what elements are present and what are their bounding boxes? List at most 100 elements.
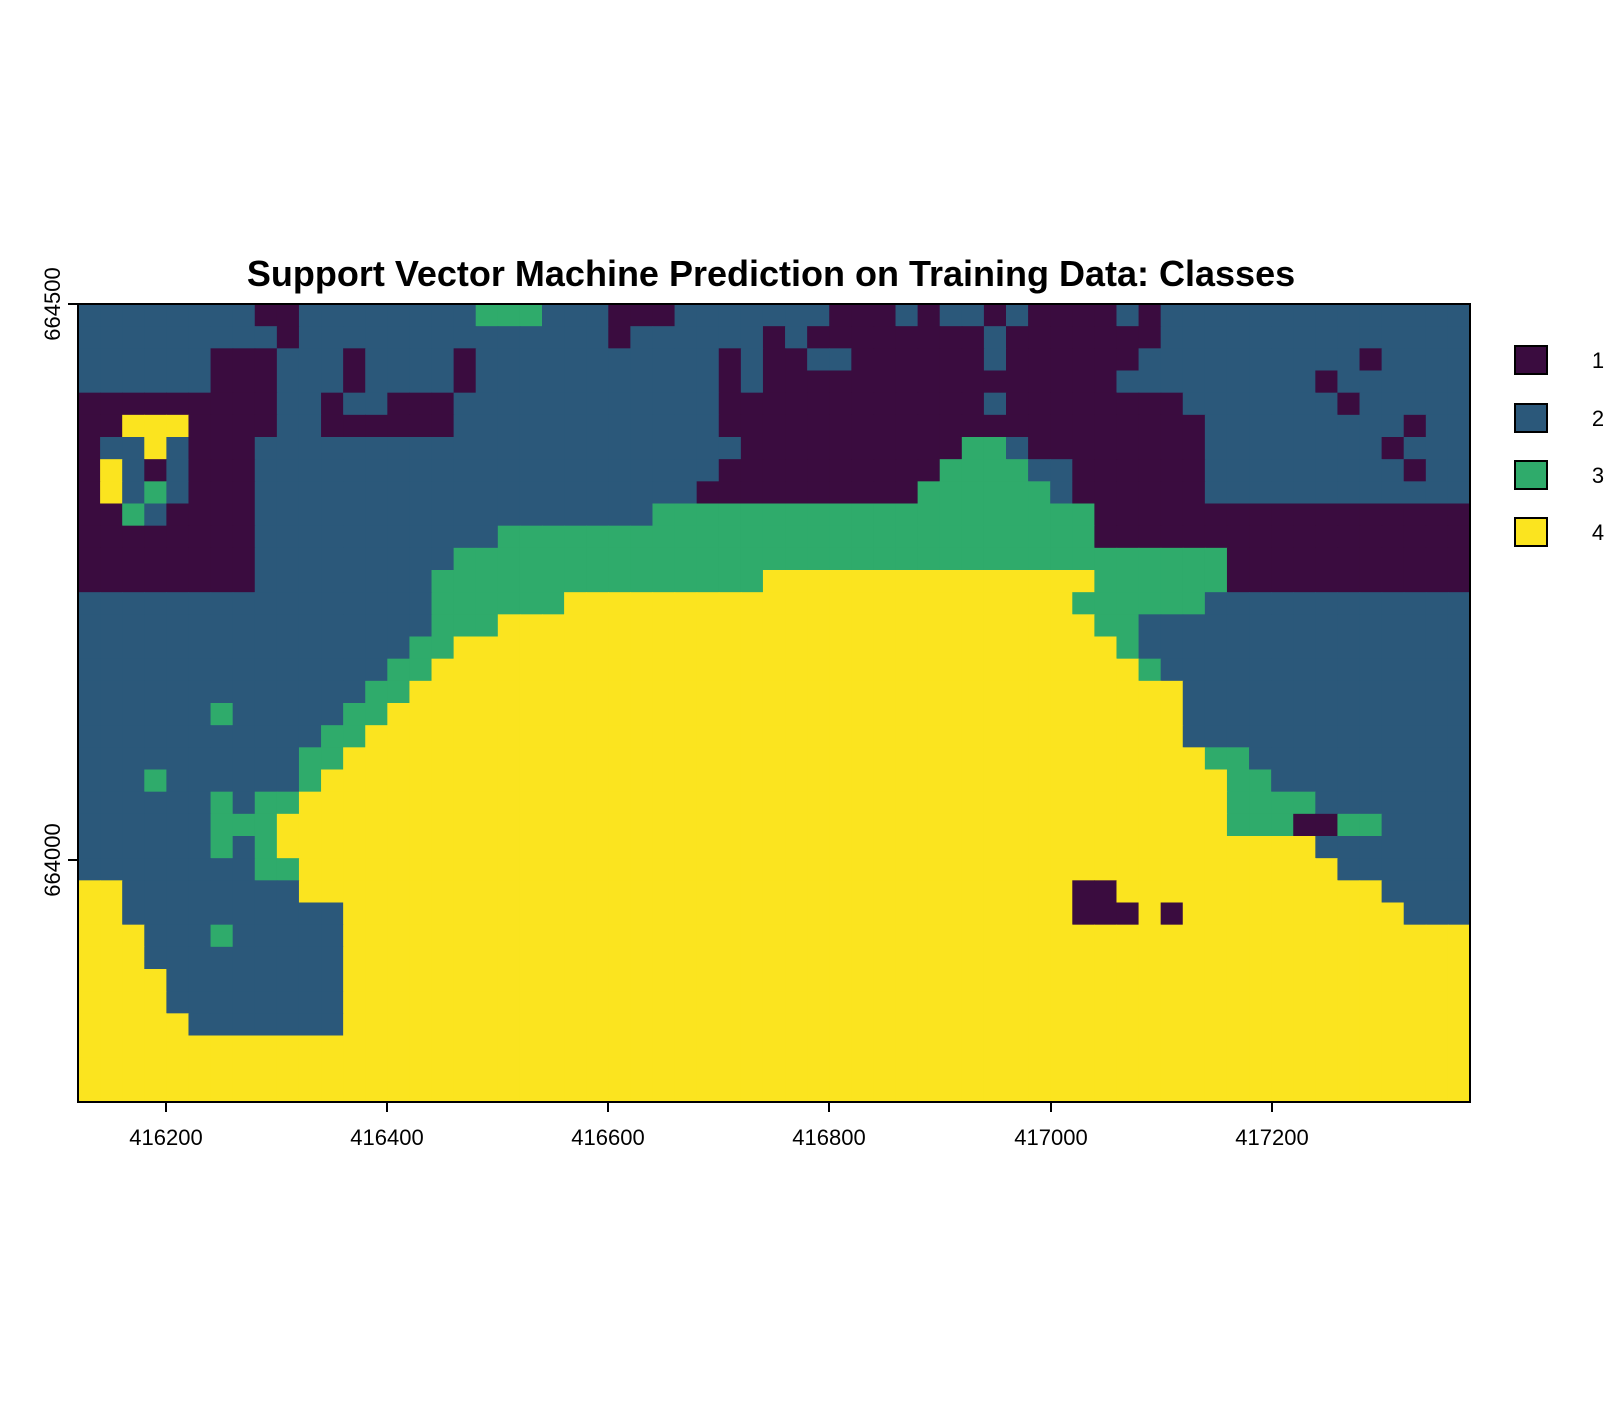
raster-cell-class-2 [1315, 326, 1339, 349]
raster-cell-class-3 [475, 304, 499, 327]
raster-cell-class-2 [144, 326, 167, 349]
raster-cell-class-4 [939, 902, 963, 926]
raster-cell-class-2 [1249, 459, 1272, 482]
raster-cell-class-1 [1116, 392, 1140, 416]
raster-cell-class-4 [321, 880, 344, 904]
raster-cell-class-1 [122, 570, 145, 593]
raster-cell-class-1 [1182, 503, 1206, 527]
raster-cell-class-4 [608, 703, 631, 726]
raster-cell-class-2 [298, 614, 322, 638]
raster-cell-class-1 [807, 437, 830, 460]
raster-cell-class-4 [851, 836, 875, 859]
raster-cell-class-4 [939, 858, 963, 881]
raster-cell-class-1 [939, 392, 963, 416]
raster-cell-class-1 [1028, 304, 1051, 327]
raster-cell-class-1 [785, 481, 808, 505]
raster-cell-class-2 [144, 813, 167, 837]
raster-cell-class-1 [785, 459, 808, 482]
raster-cell-class-4 [321, 769, 344, 793]
raster-cell-class-2 [122, 636, 145, 660]
raster-cell-class-4 [740, 991, 764, 1014]
raster-cell-class-4 [961, 991, 985, 1014]
raster-cell-class-4 [608, 991, 631, 1014]
raster-cell-class-4 [1094, 858, 1118, 881]
raster-cell-class-2 [1381, 680, 1405, 704]
raster-cell-class-4 [1271, 1057, 1294, 1081]
raster-cell-class-1 [232, 392, 256, 416]
raster-cell-class-2 [298, 503, 322, 527]
raster-cell-class-4 [122, 924, 145, 948]
raster-cell-class-2 [298, 392, 322, 416]
raster-cell-class-4 [1204, 1035, 1228, 1059]
raster-cell-class-4 [1359, 902, 1383, 926]
raster-cell-class-4 [1116, 813, 1140, 837]
raster-cell-class-4 [807, 1079, 830, 1103]
raster-cell-class-2 [1447, 658, 1471, 682]
raster-cell-class-4 [1315, 924, 1339, 948]
raster-cell-class-4 [917, 680, 941, 704]
raster-cell-class-1 [1359, 547, 1383, 571]
raster-cell-class-4 [365, 747, 388, 771]
raster-cell-class-1 [1425, 570, 1449, 593]
raster-cell-class-2 [1337, 703, 1361, 726]
raster-cell-class-2 [254, 614, 278, 638]
raster-cell-class-4 [586, 1035, 609, 1059]
raster-cell-class-2 [1315, 836, 1339, 859]
raster-cell-class-4 [630, 614, 654, 638]
y-axis: 664000 664500 [40, 267, 79, 1102]
raster-cell-class-4 [1204, 813, 1228, 837]
raster-cell-class-1 [895, 392, 919, 416]
raster-cell-class-4 [807, 902, 830, 926]
raster-cell-class-4 [696, 1057, 720, 1081]
raster-cell-class-4 [1028, 658, 1051, 682]
raster-cell-class-2 [232, 991, 256, 1014]
raster-cell-class-2 [1425, 791, 1449, 815]
raster-cell-class-4 [453, 836, 477, 859]
raster-cell-class-2 [122, 614, 145, 638]
raster-cell-class-1 [1094, 437, 1118, 460]
raster-cell-class-1 [652, 304, 676, 327]
raster-cell-class-3 [343, 725, 366, 748]
raster-cell-class-2 [321, 946, 344, 970]
raster-cell-class-2 [1315, 437, 1339, 460]
raster-cell-class-4 [475, 813, 499, 837]
raster-cell-class-4 [409, 680, 433, 704]
raster-cell-class-2 [1447, 680, 1471, 704]
raster-cell-class-1 [1094, 414, 1118, 438]
raster-cell-class-4 [1094, 1035, 1118, 1059]
raster-cell-class-2 [431, 481, 455, 505]
raster-cell-class-1 [1050, 348, 1073, 372]
raster-cell-class-1 [718, 348, 742, 372]
raster-cell-class-2 [431, 459, 455, 482]
raster-cell-class-4 [387, 924, 411, 948]
raster-cell-class-2 [586, 392, 609, 416]
raster-cell-class-3 [1072, 592, 1095, 615]
raster-cell-class-4 [829, 880, 852, 904]
raster-cell-class-2 [475, 370, 499, 394]
raster-cell-class-4 [829, 969, 852, 992]
raster-cell-class-4 [873, 880, 897, 904]
raster-cell-class-1 [1094, 304, 1118, 327]
raster-cell-class-2 [895, 304, 919, 327]
raster-cell-class-1 [851, 481, 875, 505]
raster-cell-class-2 [100, 769, 123, 793]
raster-cell-class-2 [166, 924, 190, 948]
raster-cell-class-3 [895, 525, 919, 549]
raster-cell-class-2 [1293, 414, 1316, 438]
x-tick-0: 416200 [129, 1102, 203, 1150]
raster-cell-class-2 [1425, 769, 1449, 793]
raster-cell-class-3 [564, 570, 587, 593]
raster-cell-class-2 [497, 414, 521, 438]
raster-cell-class-4 [696, 1013, 720, 1037]
raster-cell-class-4 [895, 725, 919, 748]
raster-cell-class-1 [608, 326, 631, 349]
raster-cell-class-4 [1006, 880, 1029, 904]
raster-cell-class-2 [1204, 481, 1228, 505]
raster-cell-class-4 [343, 1013, 366, 1037]
raster-cell-class-2 [1403, 348, 1427, 372]
raster-cell-class-4 [718, 769, 742, 793]
raster-cell-class-1 [254, 370, 278, 394]
raster-cell-class-3 [586, 525, 609, 549]
raster-cell-class-4 [1138, 946, 1162, 970]
raster-cell-class-2 [365, 481, 388, 505]
